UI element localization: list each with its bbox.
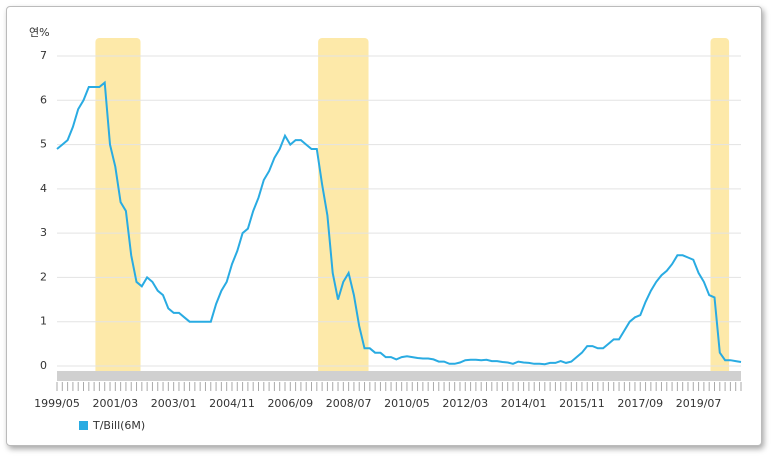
y-tick-label: 5 [40, 138, 47, 151]
legend-label: T/Bill(6M) [92, 419, 145, 432]
x-tick-label: 2003/01 [151, 397, 197, 410]
y-tick-label: 2 [40, 270, 47, 283]
x-tick-label: 2017/09 [617, 397, 663, 410]
scroll-bar [57, 371, 741, 381]
y-tick-label: 0 [40, 359, 47, 372]
x-tick-label: 2001/03 [92, 397, 138, 410]
y-tick-label: 6 [40, 93, 47, 106]
chart: 연% 0 1 2 3 4 5 6 7 1999/05 2001/03 2003/01 2004/11 2… [29, 26, 742, 432]
x-tick-label: 2015/11 [559, 397, 605, 410]
y-tick-label: 3 [40, 226, 47, 239]
y-unit-label: 연% [29, 26, 50, 39]
y-tick-label: 1 [40, 315, 47, 328]
x-tick-label: 1999/05 [34, 397, 80, 410]
line-series [56, 80, 742, 366]
shaded-period [318, 38, 369, 380]
chart-panel: 연% 0 1 2 3 4 5 6 7 1999/05 2001/03 2003/01 2004/11 2… [6, 6, 762, 446]
x-tick-label: 2012/03 [442, 397, 488, 410]
legend-swatch [79, 421, 88, 430]
shaded-period [95, 38, 141, 380]
y-tick-label: 7 [40, 49, 47, 62]
x-tick-label: 2014/01 [501, 397, 547, 410]
y-tick-label: 4 [40, 182, 47, 195]
x-tick-label: 2008/07 [326, 397, 372, 410]
x-tick-label: 2019/07 [676, 397, 722, 410]
x-tick-label: 2006/09 [267, 397, 313, 410]
x-tick-label: 2010/05 [384, 397, 430, 410]
x-tick-label: 2004/11 [209, 397, 255, 410]
shaded-period [710, 38, 730, 380]
